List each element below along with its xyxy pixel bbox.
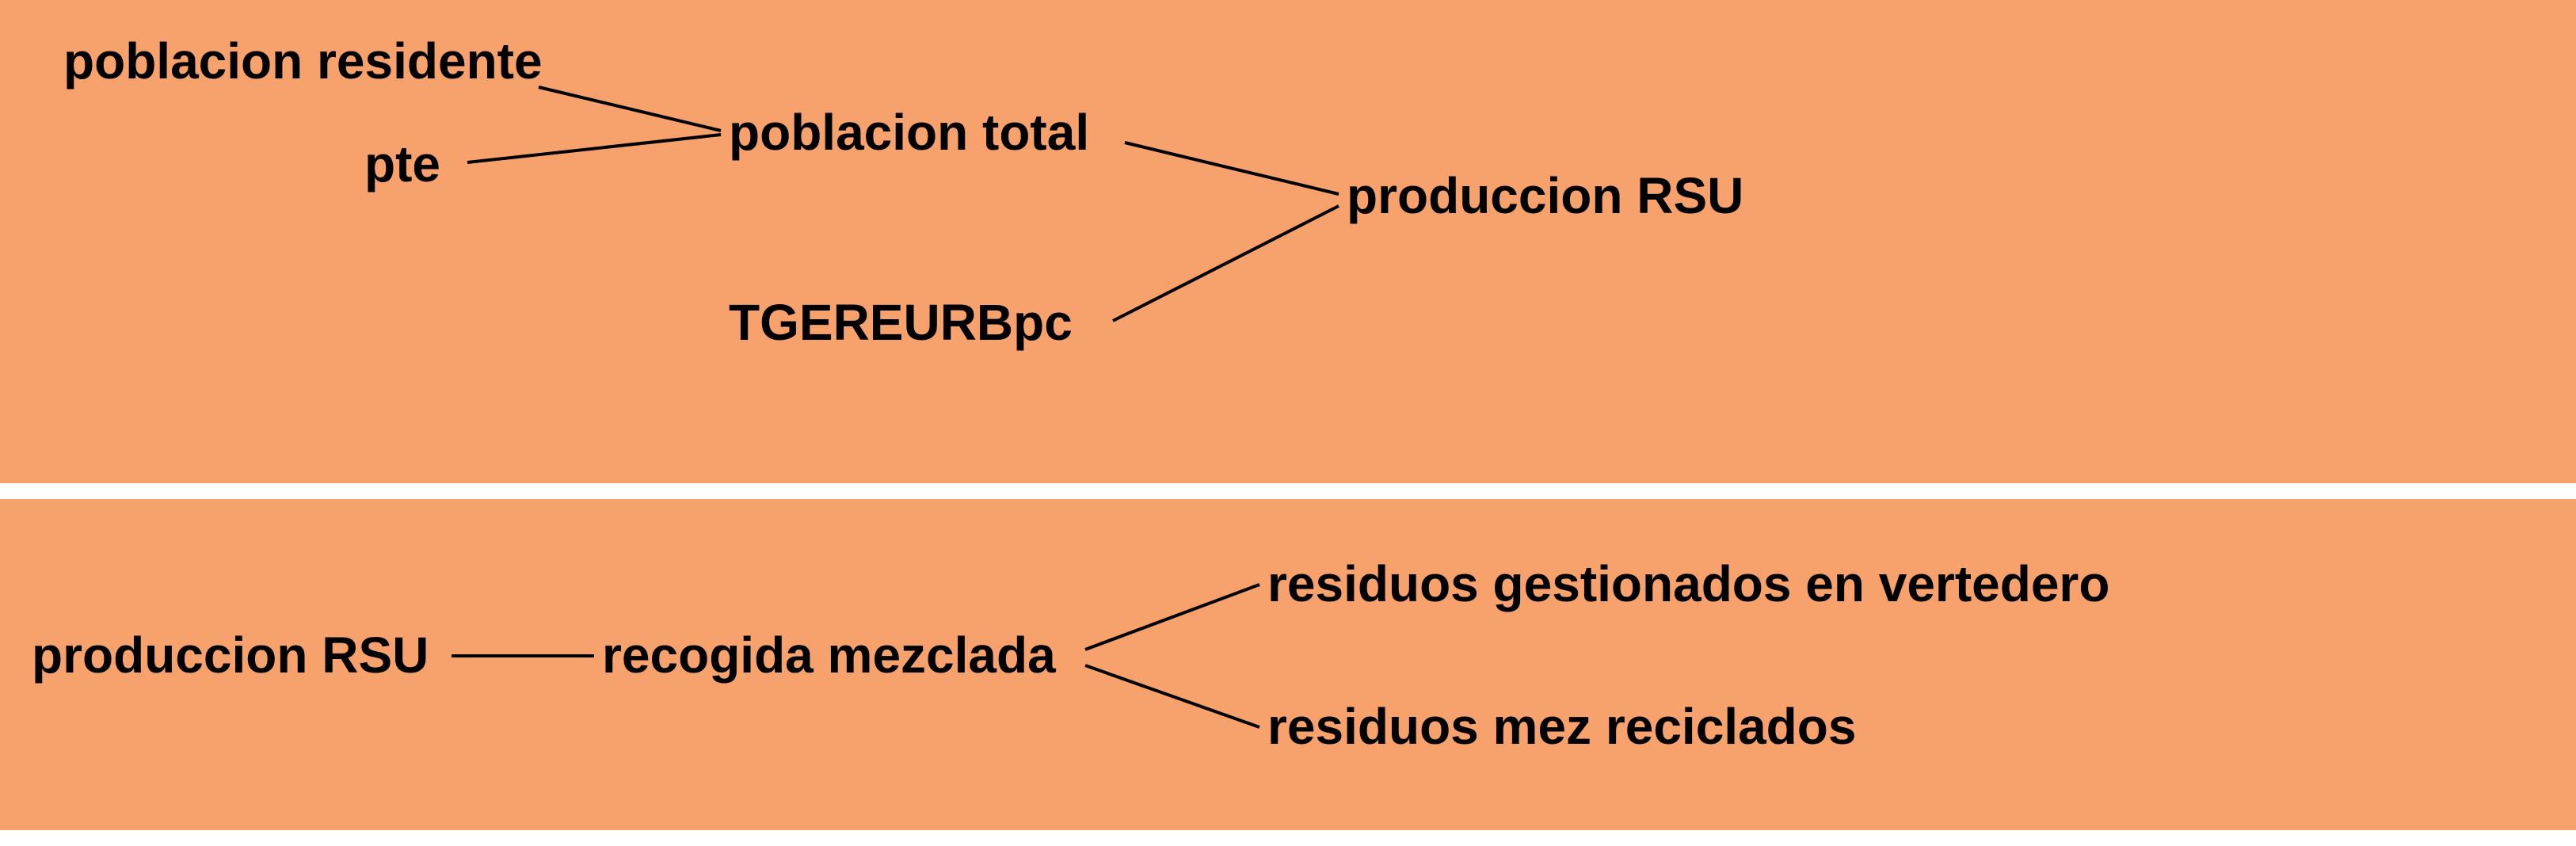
panel-top: poblacion residente pte poblacion total TGE… — [0, 0, 2576, 483]
node-tgereurbpc: TGEREURBpc — [729, 293, 1073, 352]
edge-poblacion-residente-to-poblacion-total — [539, 87, 721, 131]
node-residuos-reciclados: residuos mez reciclados — [1267, 697, 1856, 756]
panel-bottom: produccion RSU recogida mezclada residuos … — [0, 499, 2576, 830]
edge-recogida-mezclada-to-residuos-reciclados — [1085, 665, 1259, 727]
edge-tgereurbpc-to-produccion-rsu — [1113, 206, 1339, 321]
node-produccion-rsu: produccion RSU — [1347, 166, 1743, 225]
node-residuos-vertedero: residuos gestionados en vertedero — [1267, 554, 2109, 613]
node-recogida-mezclada: recogida mezclada — [602, 626, 1056, 684]
edge-poblacion-total-to-produccion-rsu — [1125, 143, 1339, 194]
node-poblacion-total: poblacion total — [729, 103, 1089, 162]
node-poblacion-residente: poblacion residente — [63, 32, 543, 90]
diagram-root: poblacion residente pte poblacion total TGE… — [0, 0, 2576, 830]
node-produccion-rsu-2: produccion RSU — [32, 626, 429, 684]
edge-recogida-mezclada-to-residuos-vertedero — [1085, 585, 1259, 650]
node-pte: pte — [364, 135, 440, 193]
edge-pte-to-poblacion-total — [467, 135, 721, 162]
